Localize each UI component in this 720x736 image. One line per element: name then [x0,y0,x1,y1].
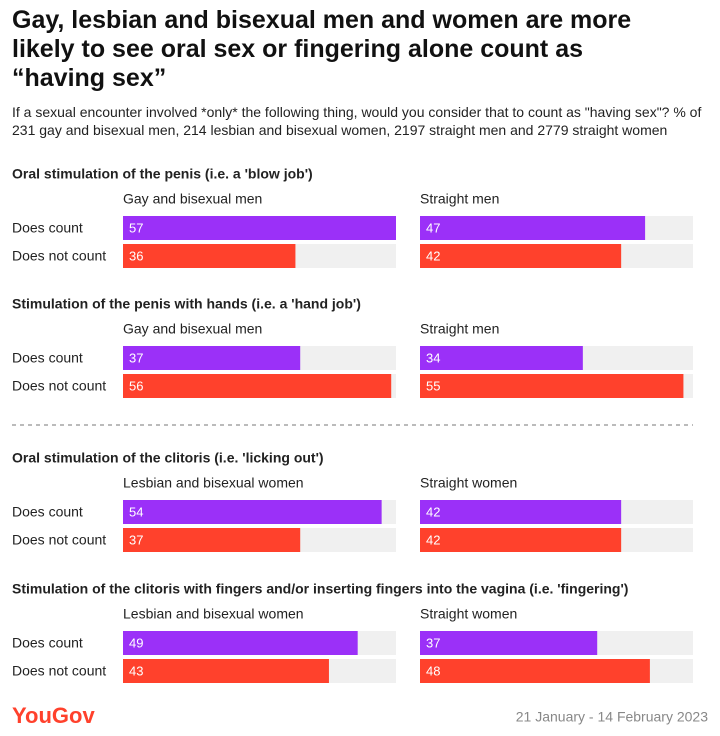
bar [123,374,392,398]
bar [420,346,583,370]
value-label: 37 [129,532,143,547]
panel-title: Straight men [420,321,499,337]
bar [123,346,301,370]
value-label: 54 [129,504,143,519]
category-label: Does not count [12,378,106,394]
category-label: Does count [12,504,83,520]
date: 21 January - 14 February 2023 [516,709,708,725]
bar [123,528,301,552]
value-label: 42 [426,532,440,547]
bar [420,244,622,268]
section-heading: Stimulation of the clitoris with fingers… [12,581,628,597]
category-label: Does not count [12,248,106,264]
value-label: 43 [129,663,143,678]
category-label: Does count [12,635,83,651]
category-label: Does not count [12,663,106,679]
panel-title: Gay and bisexual men [123,191,262,207]
category-label: Does not count [12,532,106,548]
value-label: 49 [129,635,143,650]
bar [420,500,622,524]
bar [123,659,329,683]
panel-title: Straight women [420,606,517,622]
bar [123,500,382,524]
subtitle: If a sexual encounter involved *only* th… [12,104,702,138]
bar [420,216,646,240]
bar [420,374,684,398]
bar [420,528,622,552]
value-label: 34 [426,350,440,365]
panel-title: Straight men [420,191,499,207]
value-label: 56 [129,378,143,393]
section-heading: Oral stimulation of the penis (i.e. a 'b… [12,166,313,182]
panel-title: Straight women [420,475,517,491]
value-label: 48 [426,663,440,678]
value-label: 37 [129,350,143,365]
bar [420,659,650,683]
brand: YouGov [12,703,95,728]
bar [123,216,396,240]
value-label: 57 [129,220,143,235]
bar [123,631,358,655]
section-heading: Stimulation of the penis with hands (i.e… [12,296,361,312]
panel-title: Gay and bisexual men [123,321,262,337]
category-label: Does count [12,220,83,236]
bar [420,631,598,655]
value-label: 36 [129,248,143,263]
value-label: 42 [426,504,440,519]
category-label: Does count [12,350,83,366]
panel-title: Lesbian and bisexual women [123,606,304,622]
value-label: 55 [426,378,440,393]
section-heading: Oral stimulation of the clitoris (i.e. '… [12,450,324,466]
value-label: 37 [426,635,440,650]
value-label: 47 [426,220,440,235]
value-label: 42 [426,248,440,263]
bar [123,244,296,268]
title: Gay, lesbian and bisexual men and women … [12,6,632,92]
panel-title: Lesbian and bisexual women [123,475,304,491]
